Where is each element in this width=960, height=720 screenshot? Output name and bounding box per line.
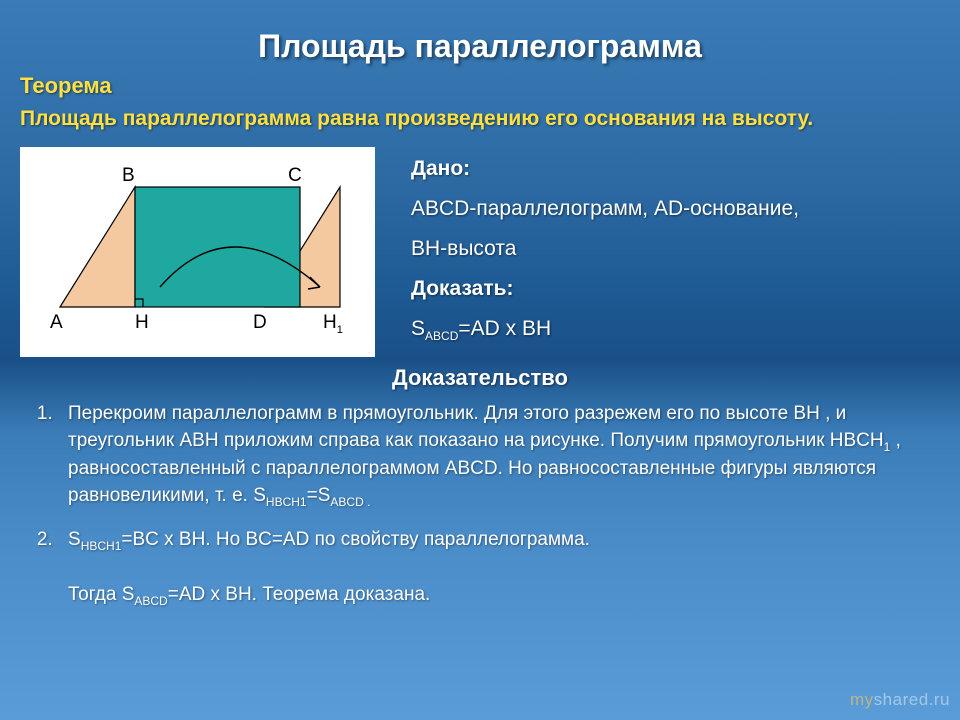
prove-formula: SABCD=AD x BH <box>411 309 940 349</box>
given-line-2: BH-высота <box>411 229 940 269</box>
slide-title: Площадь параллелограмма <box>0 0 960 65</box>
prove-heading: Доказать: <box>411 269 940 309</box>
vertex-label-c: C <box>288 165 302 187</box>
proof-steps: Перекроим параллелограмм в прямоугольник… <box>0 401 960 609</box>
proof-step-2: SHBCH1=BC x BH. Но BC=AD по свойству пар… <box>58 527 922 610</box>
given-heading: Дано: <box>411 149 940 189</box>
watermark-logo: myshared.ru <box>850 690 950 710</box>
vertex-label-b: B <box>122 165 135 187</box>
proof-heading: Доказательство <box>0 357 960 401</box>
content-row: A B C D H H1 Дано: ABCD-параллелограмм, … <box>0 147 960 357</box>
theorem-statement: Площадь параллелограмма равна произведен… <box>0 101 960 147</box>
theorem-label: Теорема <box>0 65 960 101</box>
vertex-label-h: H <box>135 312 149 334</box>
given-block: Дано: ABCD-параллелограмм, AD-основание,… <box>411 147 940 357</box>
vertex-label-h1: H1 <box>323 312 343 336</box>
vertex-label-a: A <box>50 312 63 334</box>
given-line-1: ABCD-параллелограмм, AD-основание, <box>411 189 940 229</box>
vertex-label-d: D <box>253 312 267 334</box>
geometry-diagram: A B C D H H1 <box>20 147 375 357</box>
proof-step-1: Перекроим параллелограмм в прямоугольник… <box>58 401 922 511</box>
